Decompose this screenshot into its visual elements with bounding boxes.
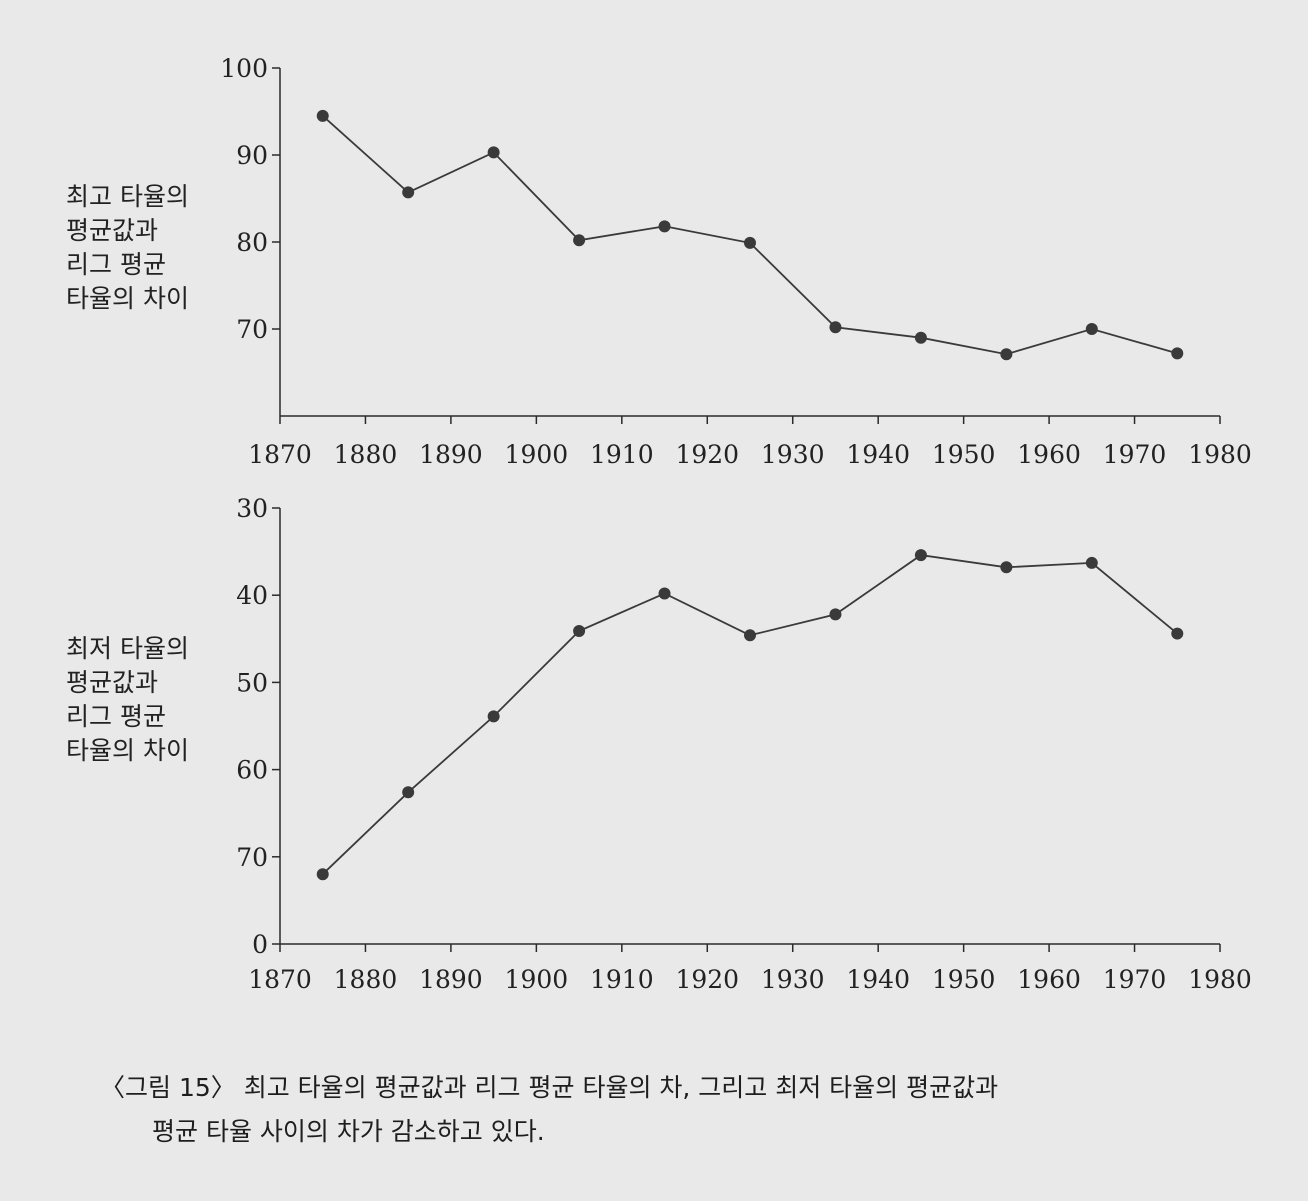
data-point: [658, 220, 671, 233]
y-axis-label-line: 평균값과: [66, 668, 158, 697]
x-tick-label: 1870: [248, 440, 312, 469]
x-tick-label: 1940: [846, 440, 910, 469]
y-tick-label: 100: [220, 54, 268, 83]
x-tick-label: 1960: [1017, 965, 1081, 994]
series-line: [322, 115, 1178, 356]
caption-line-2: 평균 타율 사이의 차가 감소하고 있다.: [152, 1117, 545, 1146]
series-line: [322, 554, 1178, 875]
data-point: [1171, 627, 1184, 640]
x-tick-label: 1960: [1017, 440, 1081, 469]
y-tick-label: 40: [236, 581, 268, 610]
data-point: [316, 868, 329, 881]
data-point: [829, 321, 842, 334]
data-point: [658, 587, 671, 600]
data-point: [744, 236, 756, 249]
data-point: [402, 186, 415, 199]
x-tick-label: 1980: [1188, 965, 1252, 994]
y-axis-label-line: 평균값과: [66, 216, 158, 245]
data-point: [573, 624, 586, 637]
x-tick-label: 1920: [675, 965, 739, 994]
figure-caption: 〈그림 15〉 최고 타율의 평균값과 리그 평균 타율의 차, 그리고 최저 …: [100, 1066, 1280, 1154]
data-point: [914, 331, 927, 344]
caption-line-1: 〈그림 15〉 최고 타율의 평균값과 리그 평균 타율의 차, 그리고 최저 …: [100, 1073, 999, 1102]
x-tick-label: 1970: [1103, 440, 1167, 469]
data-point: [1171, 347, 1184, 360]
y-tick-label: 80: [236, 228, 268, 257]
data-point: [402, 786, 415, 799]
x-tick-label: 1930: [761, 965, 825, 994]
x-tick-label: 1920: [675, 440, 739, 469]
data-point: [1085, 556, 1098, 569]
x-tick-label: 1880: [334, 440, 398, 469]
data-point: [487, 146, 500, 159]
y-axis-label-line: 리그 평균: [66, 702, 166, 731]
chart-2: 30 40 50 60 70 0 1870 1880 1890 1900 1910 1920 1930 1…: [66, 494, 1252, 994]
y-tick-label: 70: [236, 843, 268, 872]
data-point: [573, 234, 586, 247]
y-tick-label: 30: [236, 494, 268, 523]
x-tick-label: 1970: [1103, 965, 1167, 994]
y-tick-label: 90: [236, 141, 268, 170]
x-tick-label: 1950: [932, 965, 996, 994]
data-point: [1085, 323, 1098, 335]
data-point: [316, 109, 329, 122]
y-axis-label-line: 타율의 차이: [66, 736, 189, 765]
data-point: [914, 549, 927, 562]
y-tick-label: 70: [236, 315, 268, 344]
x-tick-label: 1910: [590, 965, 654, 994]
x-tick-label: 1910: [590, 440, 654, 469]
y-axis-label-line: 최고 타율의: [66, 182, 189, 211]
y-tick-label: 50: [236, 668, 268, 697]
x-tick-label: 1890: [419, 965, 483, 994]
x-tick-label: 1880: [334, 965, 398, 994]
x-tick-label: 1890: [419, 440, 483, 469]
figure-svg: 70 80 90 100 1870 1880 1890 1900 1910 1920 1930 194…: [66, 54, 1252, 994]
x-tick-label: 1950: [932, 440, 996, 469]
data-point: [744, 629, 756, 642]
data-point: [1000, 561, 1013, 574]
y-axis-label-line: 타율의 차이: [66, 284, 189, 313]
data-point: [829, 608, 842, 621]
y-axis-label-line: 최저 타율의: [66, 634, 189, 663]
x-tick-label: 1980: [1188, 440, 1252, 469]
x-tick-label: 1930: [761, 440, 825, 469]
y-tick-label: 60: [236, 756, 268, 785]
x-tick-label: 1940: [846, 965, 910, 994]
chart-1: 70 80 90 100 1870 1880 1890 1900 1910 1920 1930 194…: [66, 54, 1252, 469]
x-tick-label: 1870: [248, 965, 312, 994]
x-tick-label: 1900: [505, 965, 569, 994]
y-tick-label: 0: [252, 930, 268, 959]
y-axis-label-line: 리그 평균: [66, 250, 166, 279]
data-point: [487, 710, 500, 723]
data-point: [1000, 348, 1013, 361]
x-tick-label: 1900: [505, 440, 569, 469]
